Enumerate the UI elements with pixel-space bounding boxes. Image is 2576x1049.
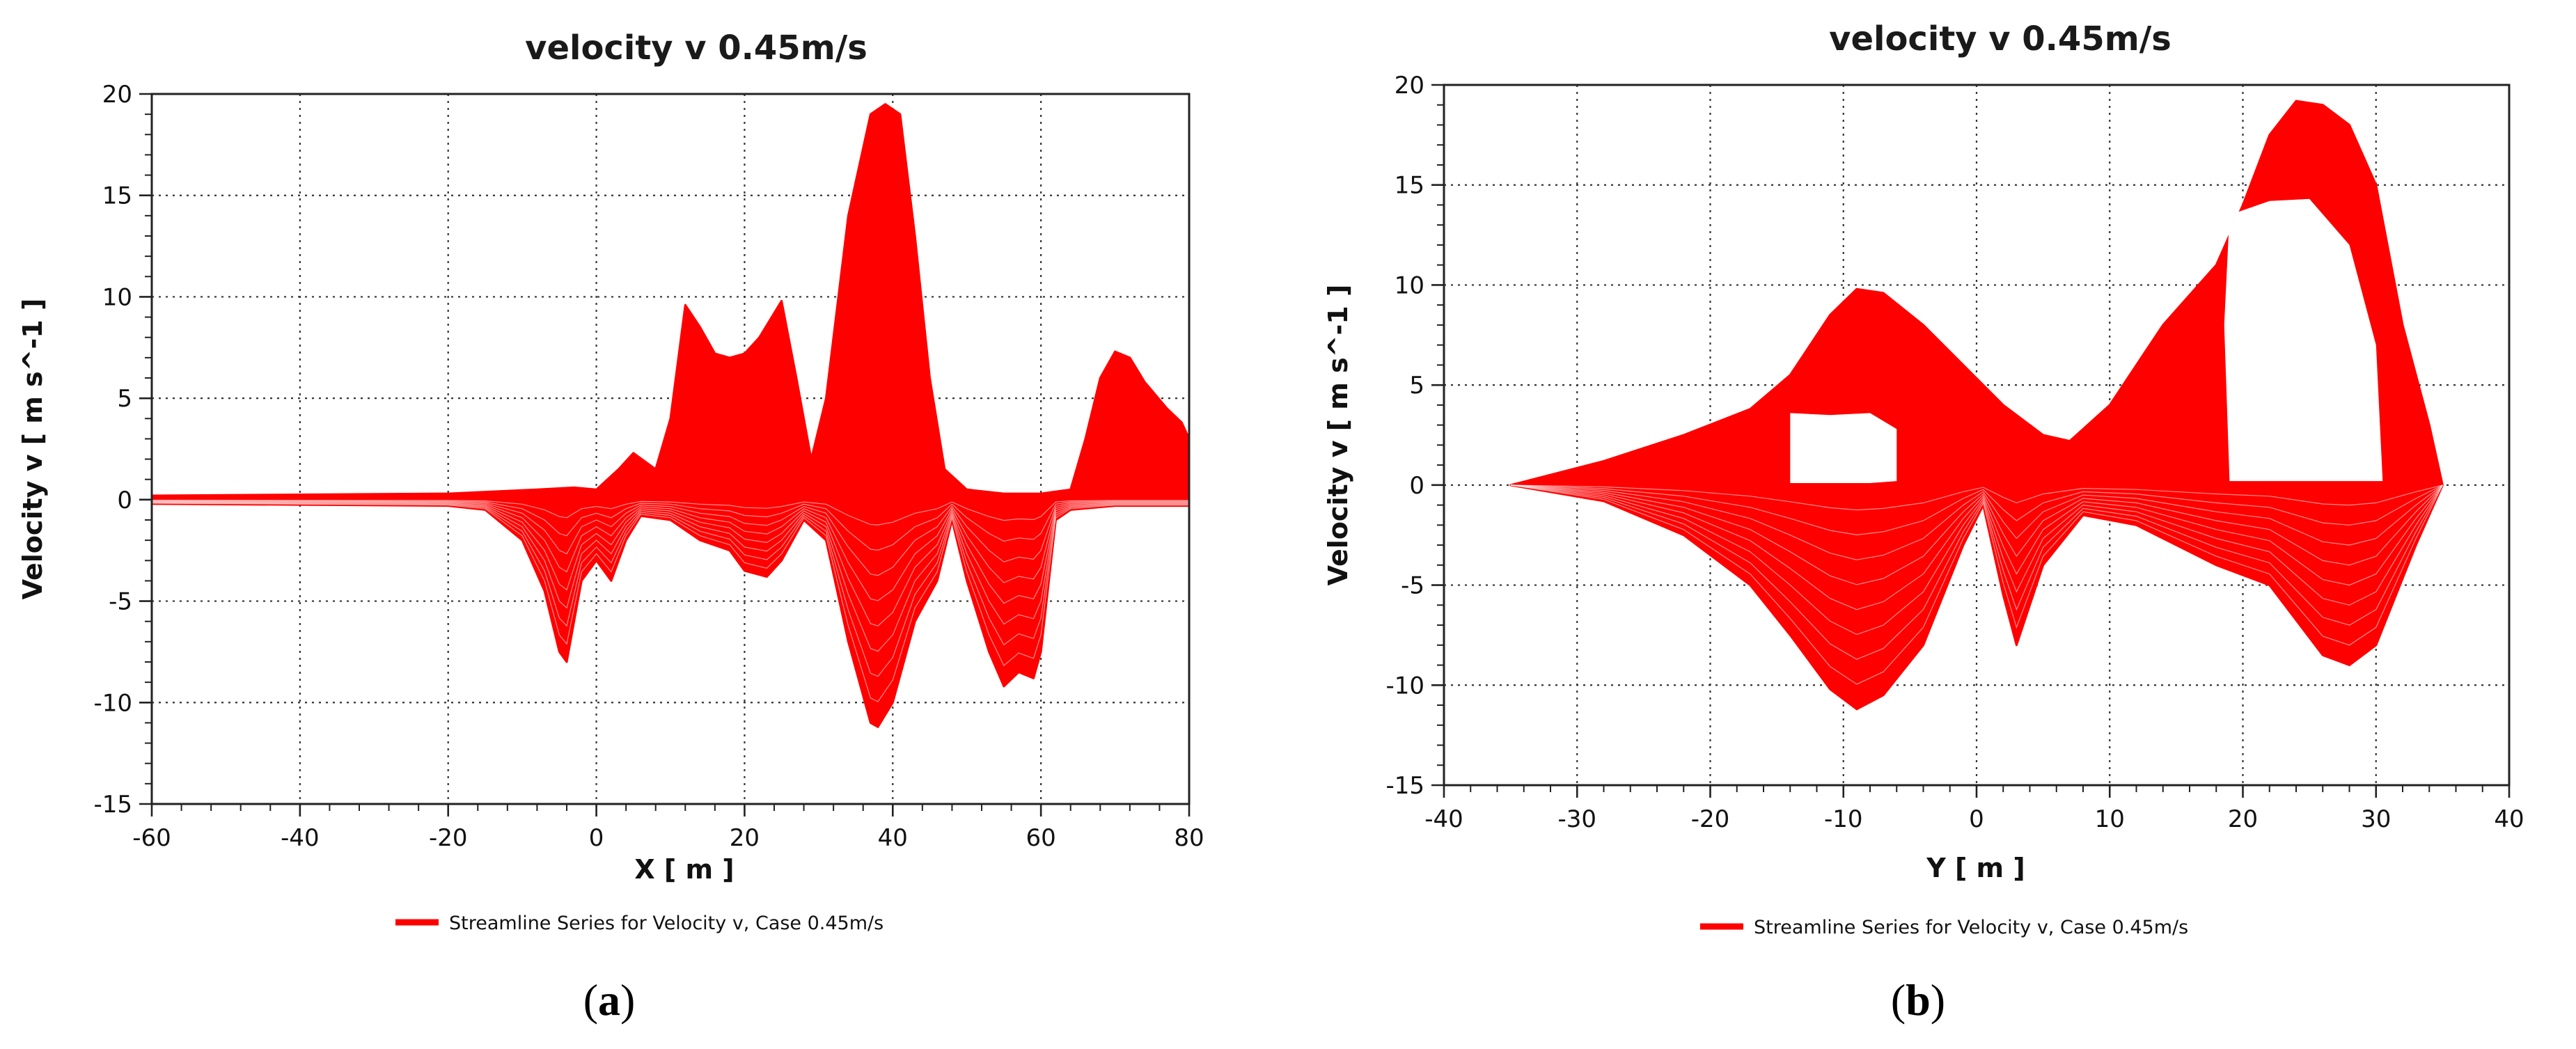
chart-a-plot (150, 103, 1191, 728)
chart-a-x-tick-label-7: 80 (1174, 824, 1204, 852)
chart-a-y-tick-label-1: -10 (93, 689, 132, 717)
chart-a-strand-lower-4 (151, 500, 1189, 601)
chart-a-y-tick-labels: -15 -10 -5 0 5 10 15 20 (93, 81, 132, 819)
chart-b-streamline-strands (1510, 484, 2443, 685)
chart-b-x-tick-labels: -40 -30 -20 -10 0 10 20 30 40 (1424, 805, 2524, 833)
chart-b-x-tick-label-3: -10 (1824, 805, 1863, 833)
chart-b-y-tick-label-3: 0 (1409, 472, 1424, 500)
chart-b-x-tick-label-7: 30 (2361, 805, 2391, 833)
chart-a-series-envelope (150, 103, 1191, 728)
chart-a-streamline-strands (151, 499, 1189, 702)
chart-b-major-ticks (1431, 84, 2511, 798)
chart-b-strand-lower-3 (1510, 484, 2443, 560)
chart-b-y-tick-label-5: 10 (1395, 271, 1424, 299)
chart-a-strand-lower-1 (151, 499, 1189, 526)
chart-b-legend-label: Streamline Series for Velocity v, Case 0… (1754, 917, 2188, 938)
chart-a-x-tick-label-2: -20 (429, 824, 468, 852)
chart-a-y-tick-label-7: 20 (102, 81, 132, 109)
chart-a-legend: Streamline Series for Velocity v, Case 0… (395, 913, 883, 934)
chart-a-y-tick-label-0: -15 (93, 791, 132, 819)
chart-a-x-tick-labels: -60 -40 -20 0 20 40 60 80 (132, 824, 1204, 852)
chart-b-caption: (b) (1891, 975, 1945, 1025)
chart-a-strand-lower-8 (151, 503, 1189, 702)
chart-b-title: velocity v 0.45m/s (1829, 19, 2171, 58)
chart-b-loop-gap-0 (1790, 413, 1897, 483)
chart-a-strand-lower-5 (151, 501, 1189, 626)
chart-a-major-ticks (139, 93, 1191, 817)
chart-b-x-tick-label-1: -30 (1557, 805, 1596, 833)
chart-b-y-tick-labels: -15 -10 -5 0 5 10 15 20 (1385, 72, 1424, 800)
chart-a-frame (150, 93, 1191, 805)
chart-a-y-tick-label-3: 0 (117, 487, 132, 514)
chart-a-minor-ticks (145, 113, 1161, 811)
chart-a-strand-lower-2 (151, 500, 1189, 551)
chart-a: velocity v 0.45m/s -60 -40 -20 0 20 40 60 80 -1… (17, 29, 1204, 1025)
chart-b-strand-lower-1 (1510, 484, 2443, 511)
chart-a-x-tick-label-3: 0 (589, 824, 604, 852)
chart-a-x-tick-label-4: 20 (730, 824, 760, 852)
chart-b-strand-lower-4 (1510, 484, 2443, 585)
chart-b-series-envelope (1509, 100, 2444, 711)
chart-a-x-tick-label-6: 60 (1026, 824, 1056, 852)
chart-b-strand-lower-8 (1510, 484, 2443, 685)
chart-b-strand-lower-7 (1510, 484, 2443, 660)
chart-b-y-tick-label-0: -15 (1385, 772, 1424, 800)
chart-a-title: velocity v 0.45m/s (525, 29, 867, 68)
chart-b-x-tick-label-0: -40 (1424, 805, 1463, 833)
chart-b-minor-ticks (1437, 104, 2483, 792)
chart-a-caption: (a) (583, 975, 636, 1025)
chart-a-strand-lower-7 (151, 502, 1189, 677)
chart-b-y-axis-label: Velocity v [ m s^-1 ] (1323, 285, 1353, 586)
chart-b-x-tick-label-2: -20 (1691, 805, 1730, 833)
chart-b-y-tick-label-2: -5 (1401, 572, 1424, 600)
chart-b-frame (1443, 84, 2511, 787)
chart-b-legend: Streamline Series for Velocity v, Case 0… (1700, 917, 2188, 938)
chart-a-strand-lower-3 (151, 500, 1189, 576)
chart-b-x-tick-label-8: 40 (2494, 805, 2524, 833)
chart-a-y-tick-label-6: 15 (102, 182, 132, 210)
chart-b-x-tick-label-5: 10 (2095, 805, 2125, 833)
chart-a-x-axis-label: X [ m ] (634, 854, 734, 885)
chart-b-loop-gap-1 (2224, 198, 2383, 482)
chart-b-y-tick-label-6: 15 (1395, 172, 1424, 200)
chart-a-x-tick-label-0: -60 (132, 824, 171, 852)
chart-a-y-axis-label: Velocity v [ m s^-1 ] (17, 299, 48, 600)
chart-a-legend-label: Streamline Series for Velocity v, Case 0… (449, 913, 883, 934)
chart-b-x-tick-label-6: 20 (2228, 805, 2258, 833)
chart-b-x-tick-label-4: 0 (1969, 805, 1984, 833)
chart-b-x-axis-label: Y [ m ] (1926, 853, 2025, 883)
chart-b-y-tick-label-4: 5 (1409, 372, 1424, 400)
chart-b-strand-lower-2 (1510, 484, 2443, 536)
chart-a-y-tick-label-2: -5 (109, 588, 132, 616)
chart-b-plot (1509, 100, 2444, 711)
chart-b-y-tick-label-7: 20 (1395, 72, 1424, 100)
chart-a-y-tick-label-5: 10 (102, 283, 132, 311)
chart-a-x-tick-label-5: 40 (878, 824, 908, 852)
chart-b-y-tick-label-1: -10 (1385, 672, 1424, 700)
chart-a-y-tick-label-4: 5 (117, 385, 132, 413)
chart-a-x-tick-label-1: -40 (281, 824, 320, 852)
chart-a-strand-lower-6 (151, 502, 1189, 652)
chart-b-strand-lower-5 (1510, 484, 2443, 610)
chart-b-strand-lower-6 (1510, 484, 2443, 636)
